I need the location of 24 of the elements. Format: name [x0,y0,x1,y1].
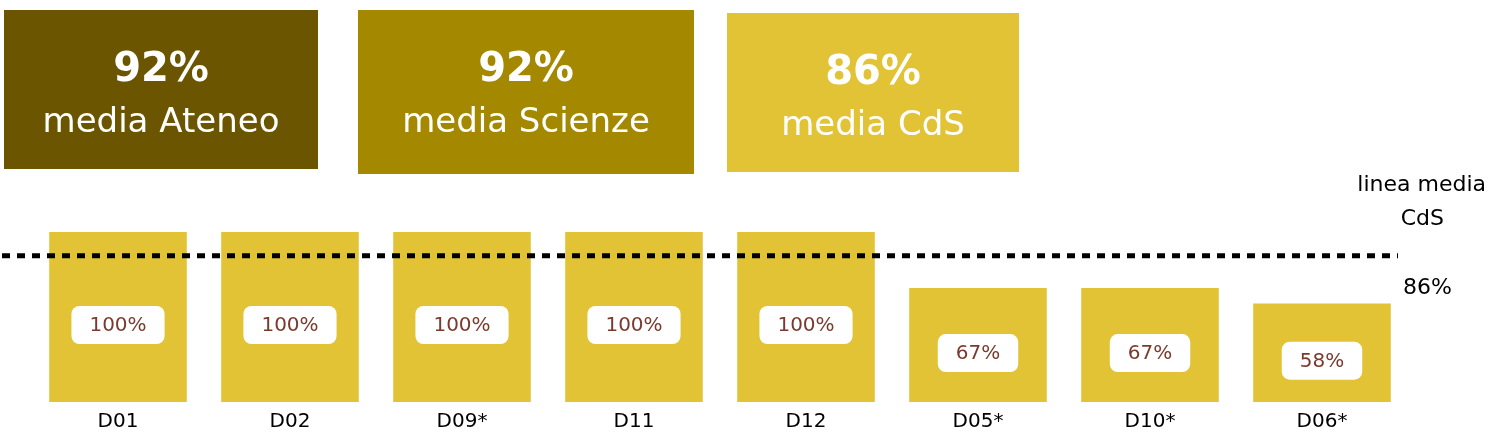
text: media CdS [780,103,966,143]
x-tick-label: D02 [269,408,311,433]
x-tick-label: D06* [1296,408,1348,433]
data-label: 100% [261,312,319,337]
data-label: 67% [1127,340,1173,365]
text: 92% [477,44,575,90]
x-tick-label: D12 [785,408,827,433]
text: media Scienze [401,100,651,140]
x-tick-label: D05* [952,408,1004,433]
text: media Ateneo [41,100,281,140]
data-label: 100% [433,312,491,337]
data-label: 100% [605,312,663,337]
data-label: 58% [1299,347,1345,372]
data-label: 100% [777,312,835,337]
x-tick-label: D01 [97,408,139,433]
x-tick-label: D11 [613,408,655,433]
x-tick-label: D09* [436,408,488,433]
text: 86% [1403,273,1452,299]
text: 92% [112,44,210,90]
data-label: 100% [89,312,147,337]
data-label: 67% [955,340,1001,365]
ref-line-label: linea media CdS [1357,170,1486,230]
text: 86% [824,47,922,93]
x-tick-label: D10* [1124,408,1176,433]
